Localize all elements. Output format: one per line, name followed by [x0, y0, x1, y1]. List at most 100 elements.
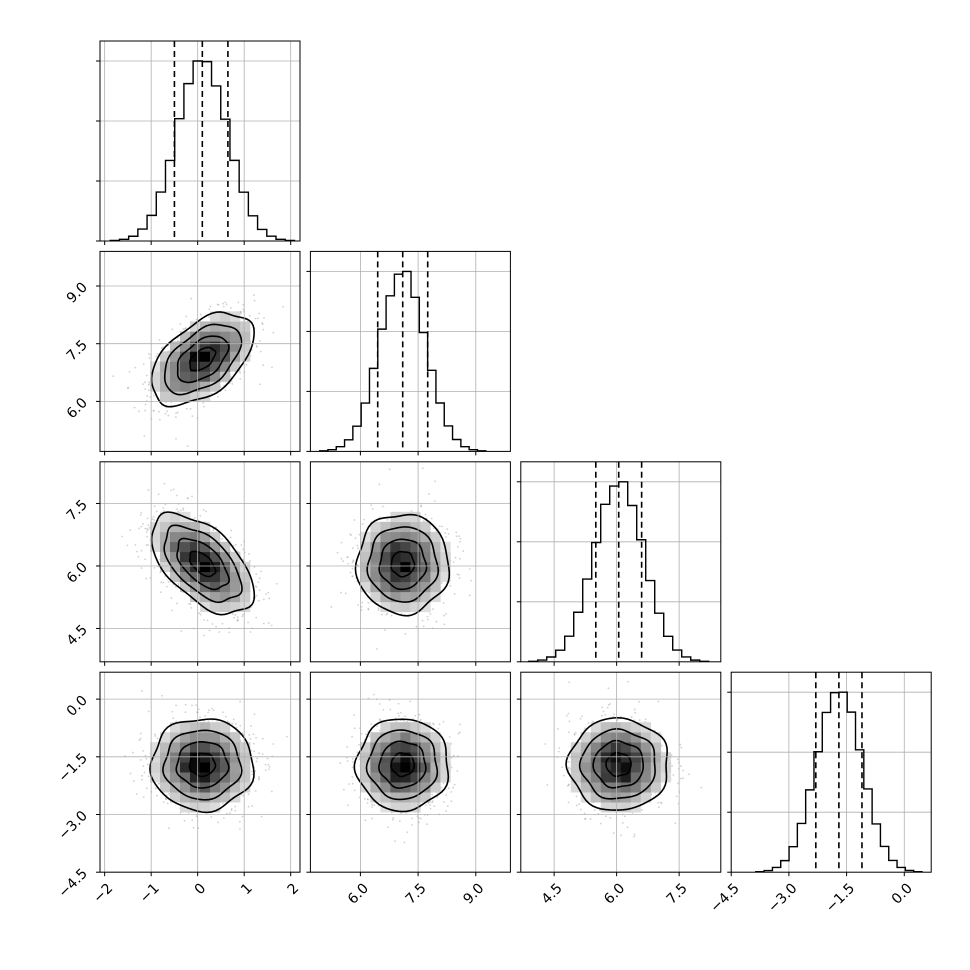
density-cell	[190, 591, 201, 603]
density-cell	[210, 772, 221, 783]
scatter-point	[147, 775, 150, 778]
scatter-point	[185, 315, 188, 318]
density-cell	[360, 571, 371, 583]
density-cell	[410, 772, 421, 783]
scatter-point	[390, 614, 393, 617]
density-cell	[190, 561, 201, 573]
scatter-point	[145, 544, 148, 546]
density-cell	[380, 792, 391, 803]
scatter-point	[138, 410, 140, 413]
scatter-point	[191, 819, 194, 822]
scatter-point	[459, 723, 461, 726]
scatter-point	[353, 789, 356, 792]
scatter-point	[234, 809, 237, 812]
density-cell	[180, 722, 191, 733]
density-cell	[400, 742, 411, 753]
scatter-point	[248, 734, 251, 736]
scatter-point	[251, 773, 254, 776]
scatter-point	[176, 411, 179, 414]
scatter-point	[162, 801, 165, 803]
scatter-point	[147, 710, 150, 713]
scatter-point	[175, 437, 177, 440]
density-cell	[200, 792, 211, 803]
scatter-point	[267, 591, 270, 594]
scatter-point	[242, 303, 245, 306]
scatter-point	[158, 519, 160, 522]
scatter-point	[377, 607, 380, 610]
density-cell	[190, 722, 201, 733]
scatter-point	[176, 508, 179, 511]
density-cell	[190, 752, 201, 763]
scatter-point	[228, 631, 231, 634]
scatter-point	[143, 381, 146, 384]
density-cell	[370, 742, 381, 753]
density-cell	[360, 772, 371, 783]
density-cell	[200, 571, 211, 583]
scatter-point	[258, 383, 261, 386]
scatter-point	[260, 815, 263, 818]
scatter-point	[156, 352, 159, 355]
scatter-point	[145, 757, 148, 760]
density-cell	[180, 752, 191, 763]
density-cell	[360, 752, 371, 763]
density-cell	[410, 762, 421, 773]
scatter-point	[182, 328, 185, 330]
scatter-point	[441, 525, 443, 528]
scatter-point	[440, 786, 443, 789]
density-cell	[190, 581, 201, 593]
scatter-point	[152, 515, 155, 518]
scatter-point	[397, 712, 400, 715]
density-cell	[400, 581, 411, 593]
scatter-point	[262, 622, 265, 625]
density-cell	[360, 561, 371, 573]
scatter-point	[251, 770, 253, 773]
density-cell	[210, 571, 221, 583]
scatter-point	[256, 757, 258, 760]
density-cell	[190, 331, 201, 342]
scatter-point	[155, 355, 158, 358]
scatter-point	[261, 323, 264, 326]
scatter-point	[140, 567, 143, 569]
scatter-point	[129, 772, 132, 775]
scatter-point	[450, 800, 453, 803]
density-cell	[380, 782, 391, 793]
scatter-point	[203, 619, 206, 621]
density-cell	[190, 371, 201, 382]
density-cell	[180, 381, 191, 392]
histogram-panel-1	[306, 250, 511, 456]
density-cell	[160, 511, 171, 523]
density-cell	[400, 531, 411, 543]
scatter-point	[462, 550, 465, 553]
scatter-point	[249, 631, 252, 633]
scatter-point	[405, 812, 408, 814]
density-cell	[240, 331, 251, 342]
scatter-point	[171, 710, 174, 713]
scatter-point	[272, 331, 275, 334]
scatter-point	[145, 787, 148, 790]
scatter-point	[146, 529, 149, 531]
density-cell	[190, 361, 201, 372]
scatter-point	[144, 527, 147, 530]
density-cell	[400, 571, 411, 583]
scatter-point	[158, 410, 160, 413]
scatter-point	[158, 418, 161, 421]
scatter-point	[361, 523, 364, 525]
scatter-point	[166, 802, 169, 805]
scatter-point	[184, 327, 187, 329]
density-cell	[380, 581, 391, 593]
scatter-point	[422, 625, 425, 628]
scatter-point	[351, 766, 354, 769]
scatter-point	[445, 613, 447, 615]
scatter-point	[272, 743, 275, 745]
scatter-point	[360, 605, 363, 608]
scatter-point	[239, 724, 242, 727]
density-cell	[220, 581, 231, 593]
scatter-point	[236, 619, 239, 622]
scatter-point	[222, 711, 224, 714]
density-cell	[240, 341, 251, 352]
density-cell	[370, 732, 381, 743]
scatter-point	[347, 562, 350, 565]
scatter-point	[346, 745, 349, 748]
density-cell	[230, 551, 241, 563]
scatter-point	[160, 347, 163, 350]
